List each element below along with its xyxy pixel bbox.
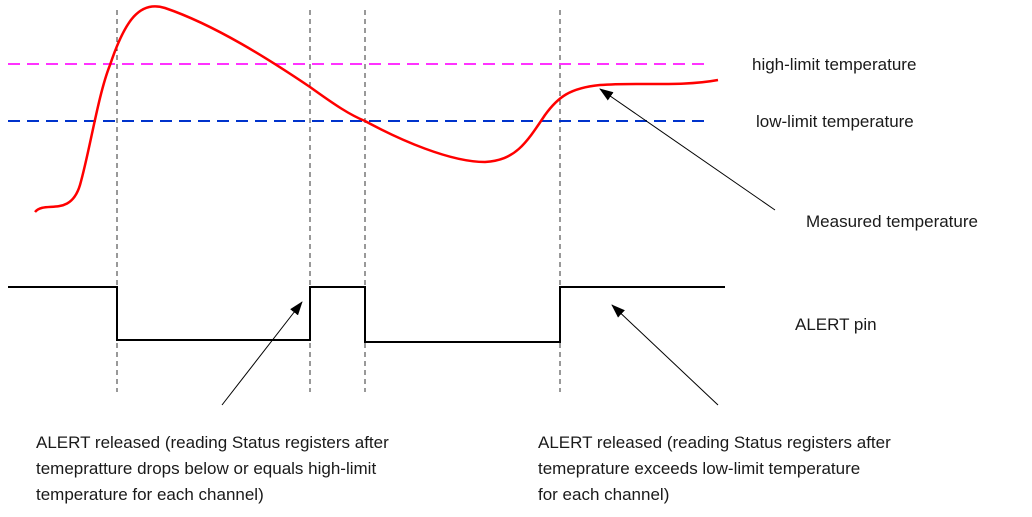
measured-temperature-arrow xyxy=(599,88,776,211)
caption-right-line-1: ALERT released (reading Status registers… xyxy=(538,433,891,452)
low-limit-label: low-limit temperature xyxy=(756,112,914,131)
caption-left-line-3: temperature for each channel) xyxy=(36,485,264,504)
measured-temperature-label: Measured temperature xyxy=(806,212,978,231)
alert-release-right-arrow xyxy=(611,304,719,406)
alert-pin-signal xyxy=(8,286,725,343)
alert-pin-label: ALERT pin xyxy=(795,315,877,334)
measured-temperature-curve xyxy=(34,5,719,213)
annotation-arrows xyxy=(221,88,776,406)
alert-release-left-arrow xyxy=(221,301,303,406)
high-limit-label: high-limit temperature xyxy=(752,55,916,74)
caption-left-line-2: temepratture drops below or equals high-… xyxy=(36,459,376,478)
caption-left-line-1: ALERT released (reading Status registers… xyxy=(36,433,389,452)
guide-lines xyxy=(116,10,561,392)
caption-right-line-2: temeprature exceeds low-limit temperatur… xyxy=(538,459,860,478)
caption-right-line-3: for each channel) xyxy=(538,485,669,504)
